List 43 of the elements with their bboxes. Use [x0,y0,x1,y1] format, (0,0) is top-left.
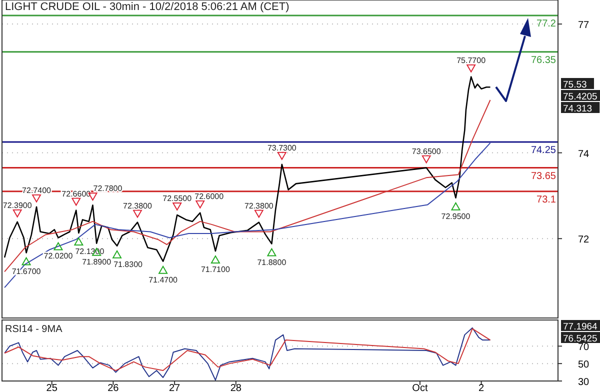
annotation: 75.7700 [456,56,486,65]
y-tick-label: 50 [578,360,590,371]
annotation: 72.6000 [194,192,224,201]
line-series [4,327,491,381]
x-tick-label: 26 [108,383,120,392]
y-tick-label: 74 [578,148,590,160]
y-tick-label: 72 [578,234,590,246]
annotation: 71.4700 [148,275,178,284]
text: 76.5425 [563,334,598,344]
text: 75.4205 [563,92,598,102]
annotation: 71.7100 [200,265,230,274]
y-tick-label: 30 [578,377,590,388]
ref-line-label: 74.25 [530,145,556,156]
y-tick-label: 70 [578,342,590,354]
annotation: 72.9500 [441,212,471,221]
x-tick-label: 27 [168,383,181,392]
chart-title: RSI14 - 9MA [5,324,63,335]
x-tick-label: 2 [478,383,485,392]
ref-line-label: 73.65 [530,170,556,182]
line-series [4,142,491,288]
annotation: 72.3800 [123,201,152,210]
annotation: 71.8300 [114,260,144,269]
x-tick-label: Oct [412,383,428,392]
chart-title: LIGHT CRUDE OIL - 30min - 10/2/2018 5:06:21 AM (CET) [5,1,290,13]
text: 77.1964 [563,322,598,332]
x-tick-label: 28 [230,383,242,392]
annotation: 72.3800 [244,201,274,210]
annotation: 72.3900 [2,200,32,210]
ref-line-label: 76.35 [530,54,556,66]
text: 75.53 [563,80,587,90]
annotation: 73.7300 [267,143,297,152]
text: 74.313 [563,104,592,114]
annotation: 71.8800 [257,258,287,267]
y-tick-label: 77 [578,20,590,32]
annotation: 72.6600 [62,189,92,198]
annotation: 73.6500 [412,146,442,156]
ref-line-label: 73.1 [536,194,556,206]
annotation: 72.0200 [44,252,74,261]
annotation: 72.5500 [162,194,192,204]
x-tick-label: 25 [46,383,58,392]
ref-line-label: 77.2 [536,18,556,30]
line-series [4,99,491,272]
annotation: 71.8900 [82,257,112,266]
